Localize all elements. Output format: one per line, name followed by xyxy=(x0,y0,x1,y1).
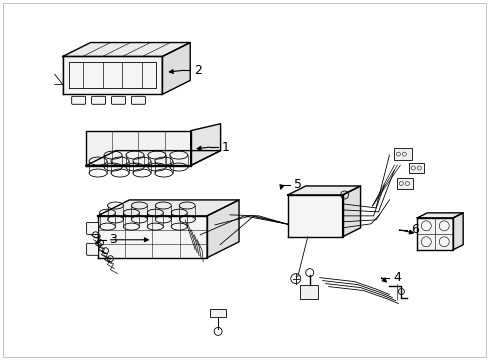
Polygon shape xyxy=(86,131,190,166)
Bar xyxy=(394,148,411,160)
FancyBboxPatch shape xyxy=(72,96,85,104)
Polygon shape xyxy=(287,186,360,195)
Polygon shape xyxy=(287,195,342,237)
Polygon shape xyxy=(62,42,190,57)
Polygon shape xyxy=(452,213,462,250)
Text: 4: 4 xyxy=(393,271,401,284)
Text: 5: 5 xyxy=(293,179,301,192)
FancyBboxPatch shape xyxy=(131,96,145,104)
FancyBboxPatch shape xyxy=(91,96,105,104)
Polygon shape xyxy=(98,216,207,258)
FancyBboxPatch shape xyxy=(86,222,99,234)
Polygon shape xyxy=(162,42,190,94)
Bar xyxy=(397,178,412,189)
Text: 2: 2 xyxy=(194,64,202,77)
FancyBboxPatch shape xyxy=(86,243,99,255)
Text: 1: 1 xyxy=(222,141,229,154)
Polygon shape xyxy=(342,186,360,237)
Polygon shape xyxy=(98,200,239,216)
Polygon shape xyxy=(62,57,162,94)
Polygon shape xyxy=(86,150,220,166)
Polygon shape xyxy=(207,200,239,258)
Bar xyxy=(210,310,225,318)
Polygon shape xyxy=(416,218,452,250)
Polygon shape xyxy=(190,124,220,166)
Bar xyxy=(299,285,317,298)
FancyBboxPatch shape xyxy=(111,96,125,104)
Text: 3: 3 xyxy=(109,233,117,246)
Text: 6: 6 xyxy=(410,223,418,236)
Polygon shape xyxy=(416,213,462,218)
Bar xyxy=(408,163,424,173)
Text: 3: 3 xyxy=(93,233,101,246)
